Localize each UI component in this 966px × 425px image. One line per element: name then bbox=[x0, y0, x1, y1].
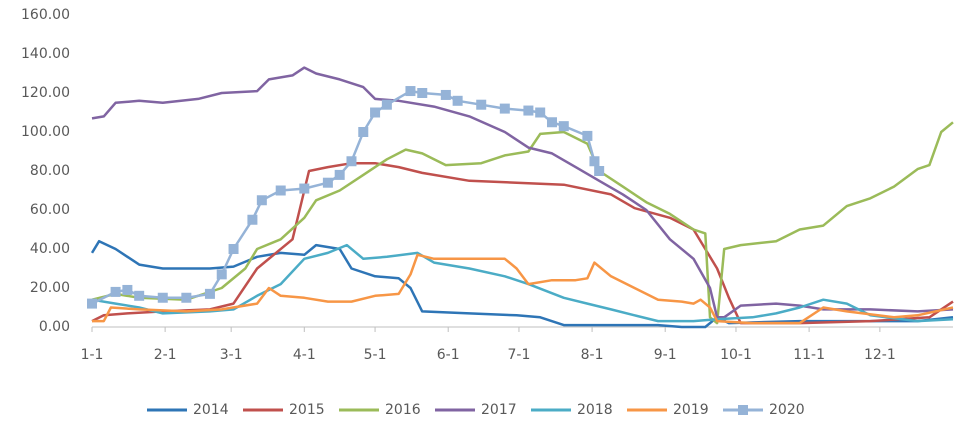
legend-label: 2016 bbox=[385, 402, 421, 418]
legend-label: 2020 bbox=[769, 402, 805, 418]
x-tick-label: 11-1 bbox=[793, 347, 825, 363]
y-tick-label: 160.00 bbox=[21, 7, 70, 23]
x-tick-label: 3-1 bbox=[220, 347, 243, 363]
x-tick-label: 9-1 bbox=[654, 347, 677, 363]
x-tick-label: 7-1 bbox=[508, 347, 531, 363]
x-tick-label: 5-1 bbox=[364, 347, 387, 363]
series-marker bbox=[417, 88, 428, 98]
series-marker bbox=[370, 107, 381, 118]
series-line bbox=[91, 161, 954, 325]
series-marker bbox=[546, 117, 557, 128]
legend-label: 2015 bbox=[289, 402, 325, 418]
series-marker bbox=[535, 107, 546, 118]
series-marker bbox=[405, 86, 416, 97]
series-line bbox=[91, 89, 601, 305]
series-line bbox=[91, 243, 954, 323]
legend-marker bbox=[738, 405, 748, 415]
series-marker bbox=[134, 290, 145, 301]
series-line bbox=[92, 253, 954, 325]
y-tick-label: 100.00 bbox=[21, 124, 70, 140]
series-line bbox=[91, 66, 954, 319]
series-marker bbox=[299, 183, 310, 194]
series-marker bbox=[256, 195, 267, 206]
x-tick-label: 12-1 bbox=[864, 347, 896, 363]
series-marker bbox=[87, 298, 97, 309]
series-marker bbox=[122, 284, 133, 295]
y-tick-label: 80.00 bbox=[30, 163, 70, 179]
series-marker bbox=[110, 286, 121, 297]
series-marker bbox=[228, 244, 239, 254]
series-marker bbox=[157, 292, 168, 303]
legend-label: 2014 bbox=[193, 402, 229, 418]
series-marker bbox=[346, 156, 357, 167]
y-tick-label: 40.00 bbox=[30, 241, 70, 257]
y-tick-label: 120.00 bbox=[21, 85, 70, 101]
series-marker bbox=[204, 288, 215, 299]
series-marker bbox=[358, 127, 369, 137]
x-tick-label: 2-1 bbox=[154, 347, 177, 363]
legend-label: 2019 bbox=[673, 402, 709, 418]
x-tick-label: 10-1 bbox=[720, 347, 752, 363]
series-marker bbox=[440, 89, 451, 100]
legend-label: 2017 bbox=[481, 402, 517, 418]
x-tick-label: 1-1 bbox=[81, 347, 104, 363]
series-marker bbox=[582, 130, 593, 141]
series-marker bbox=[322, 177, 333, 188]
series-marker bbox=[216, 269, 227, 280]
y-tick-label: 140.00 bbox=[21, 46, 70, 62]
y-tick-label: 60.00 bbox=[30, 202, 70, 218]
series-marker bbox=[523, 105, 534, 116]
series-line bbox=[90, 239, 954, 329]
series-marker bbox=[181, 292, 192, 303]
series-marker bbox=[499, 103, 510, 114]
legend-label: 2018 bbox=[577, 402, 613, 418]
series-marker bbox=[558, 121, 569, 132]
x-tick-label: 8-1 bbox=[581, 347, 604, 363]
y-tick-label: 20.00 bbox=[30, 280, 70, 296]
series-marker bbox=[476, 99, 487, 110]
series-marker bbox=[589, 156, 600, 167]
series-marker bbox=[381, 99, 392, 110]
series-line bbox=[91, 121, 954, 325]
series-marker bbox=[452, 95, 463, 106]
series-marker bbox=[247, 214, 258, 225]
series-marker bbox=[594, 166, 605, 176]
y-tick-label: 0.00 bbox=[39, 319, 70, 335]
series-marker bbox=[334, 169, 345, 180]
series-marker bbox=[275, 185, 286, 196]
x-tick-label: 4-1 bbox=[293, 347, 316, 363]
x-tick-label: 6-1 bbox=[437, 347, 460, 363]
